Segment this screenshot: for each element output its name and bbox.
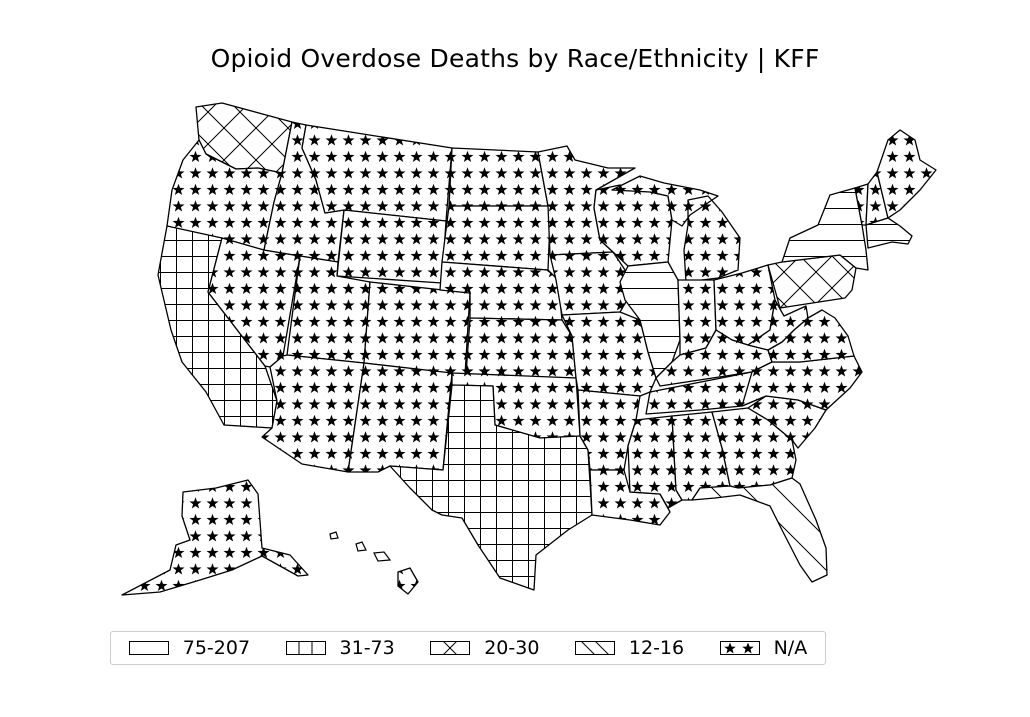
- legend-label: 12-16: [628, 637, 685, 659]
- state-south-dakota: [441, 205, 551, 271]
- state-louisiana: [589, 469, 671, 526]
- legend-swatch-star: [719, 641, 760, 655]
- legend-swatch-horizontal: [128, 641, 169, 655]
- state-kansas: [465, 317, 577, 379]
- legend-item-diagonal: 12-16: [574, 637, 685, 659]
- legend-item-crosshatch: 20-30: [430, 637, 539, 659]
- state-michigan: [611, 175, 741, 283]
- legend-swatch-diagonal: [574, 641, 615, 655]
- state-west-virginia: [747, 299, 809, 351]
- state-arizona: [261, 354, 365, 473]
- map-title: Opioid Overdose Deaths by Race/Ethnicity…: [210, 44, 820, 73]
- legend-item-grid: 31-73: [285, 637, 395, 659]
- legend-label: 31-73: [339, 637, 395, 659]
- state-texas: [389, 384, 593, 591]
- legend-item-horizontal: 75-207: [128, 637, 251, 659]
- legend-label: 20-30: [484, 637, 540, 659]
- state-north-dakota: [448, 147, 549, 207]
- state-florida: [691, 477, 828, 583]
- legend-item-star: N/A: [719, 637, 808, 659]
- state-pennsylvania: [767, 254, 857, 309]
- state-kentucky: [655, 329, 773, 387]
- state-montana: [301, 124, 453, 222]
- legend-label: 75-207: [182, 637, 251, 659]
- state-new-mexico: [347, 362, 453, 473]
- state-massachusetts: [865, 217, 913, 249]
- legend-label: N/A: [773, 637, 808, 659]
- legend: 75-207 31-73 20-30 12-16 N/A: [110, 631, 826, 665]
- state-alaska: [121, 479, 309, 596]
- legend-swatch-crosshatch: [430, 641, 471, 655]
- state-wyoming: [336, 209, 447, 284]
- state-colorado: [363, 281, 471, 376]
- legend-swatch-grid: [285, 641, 326, 655]
- state-hawaii: [397, 567, 419, 595]
- state-maine: [876, 129, 937, 219]
